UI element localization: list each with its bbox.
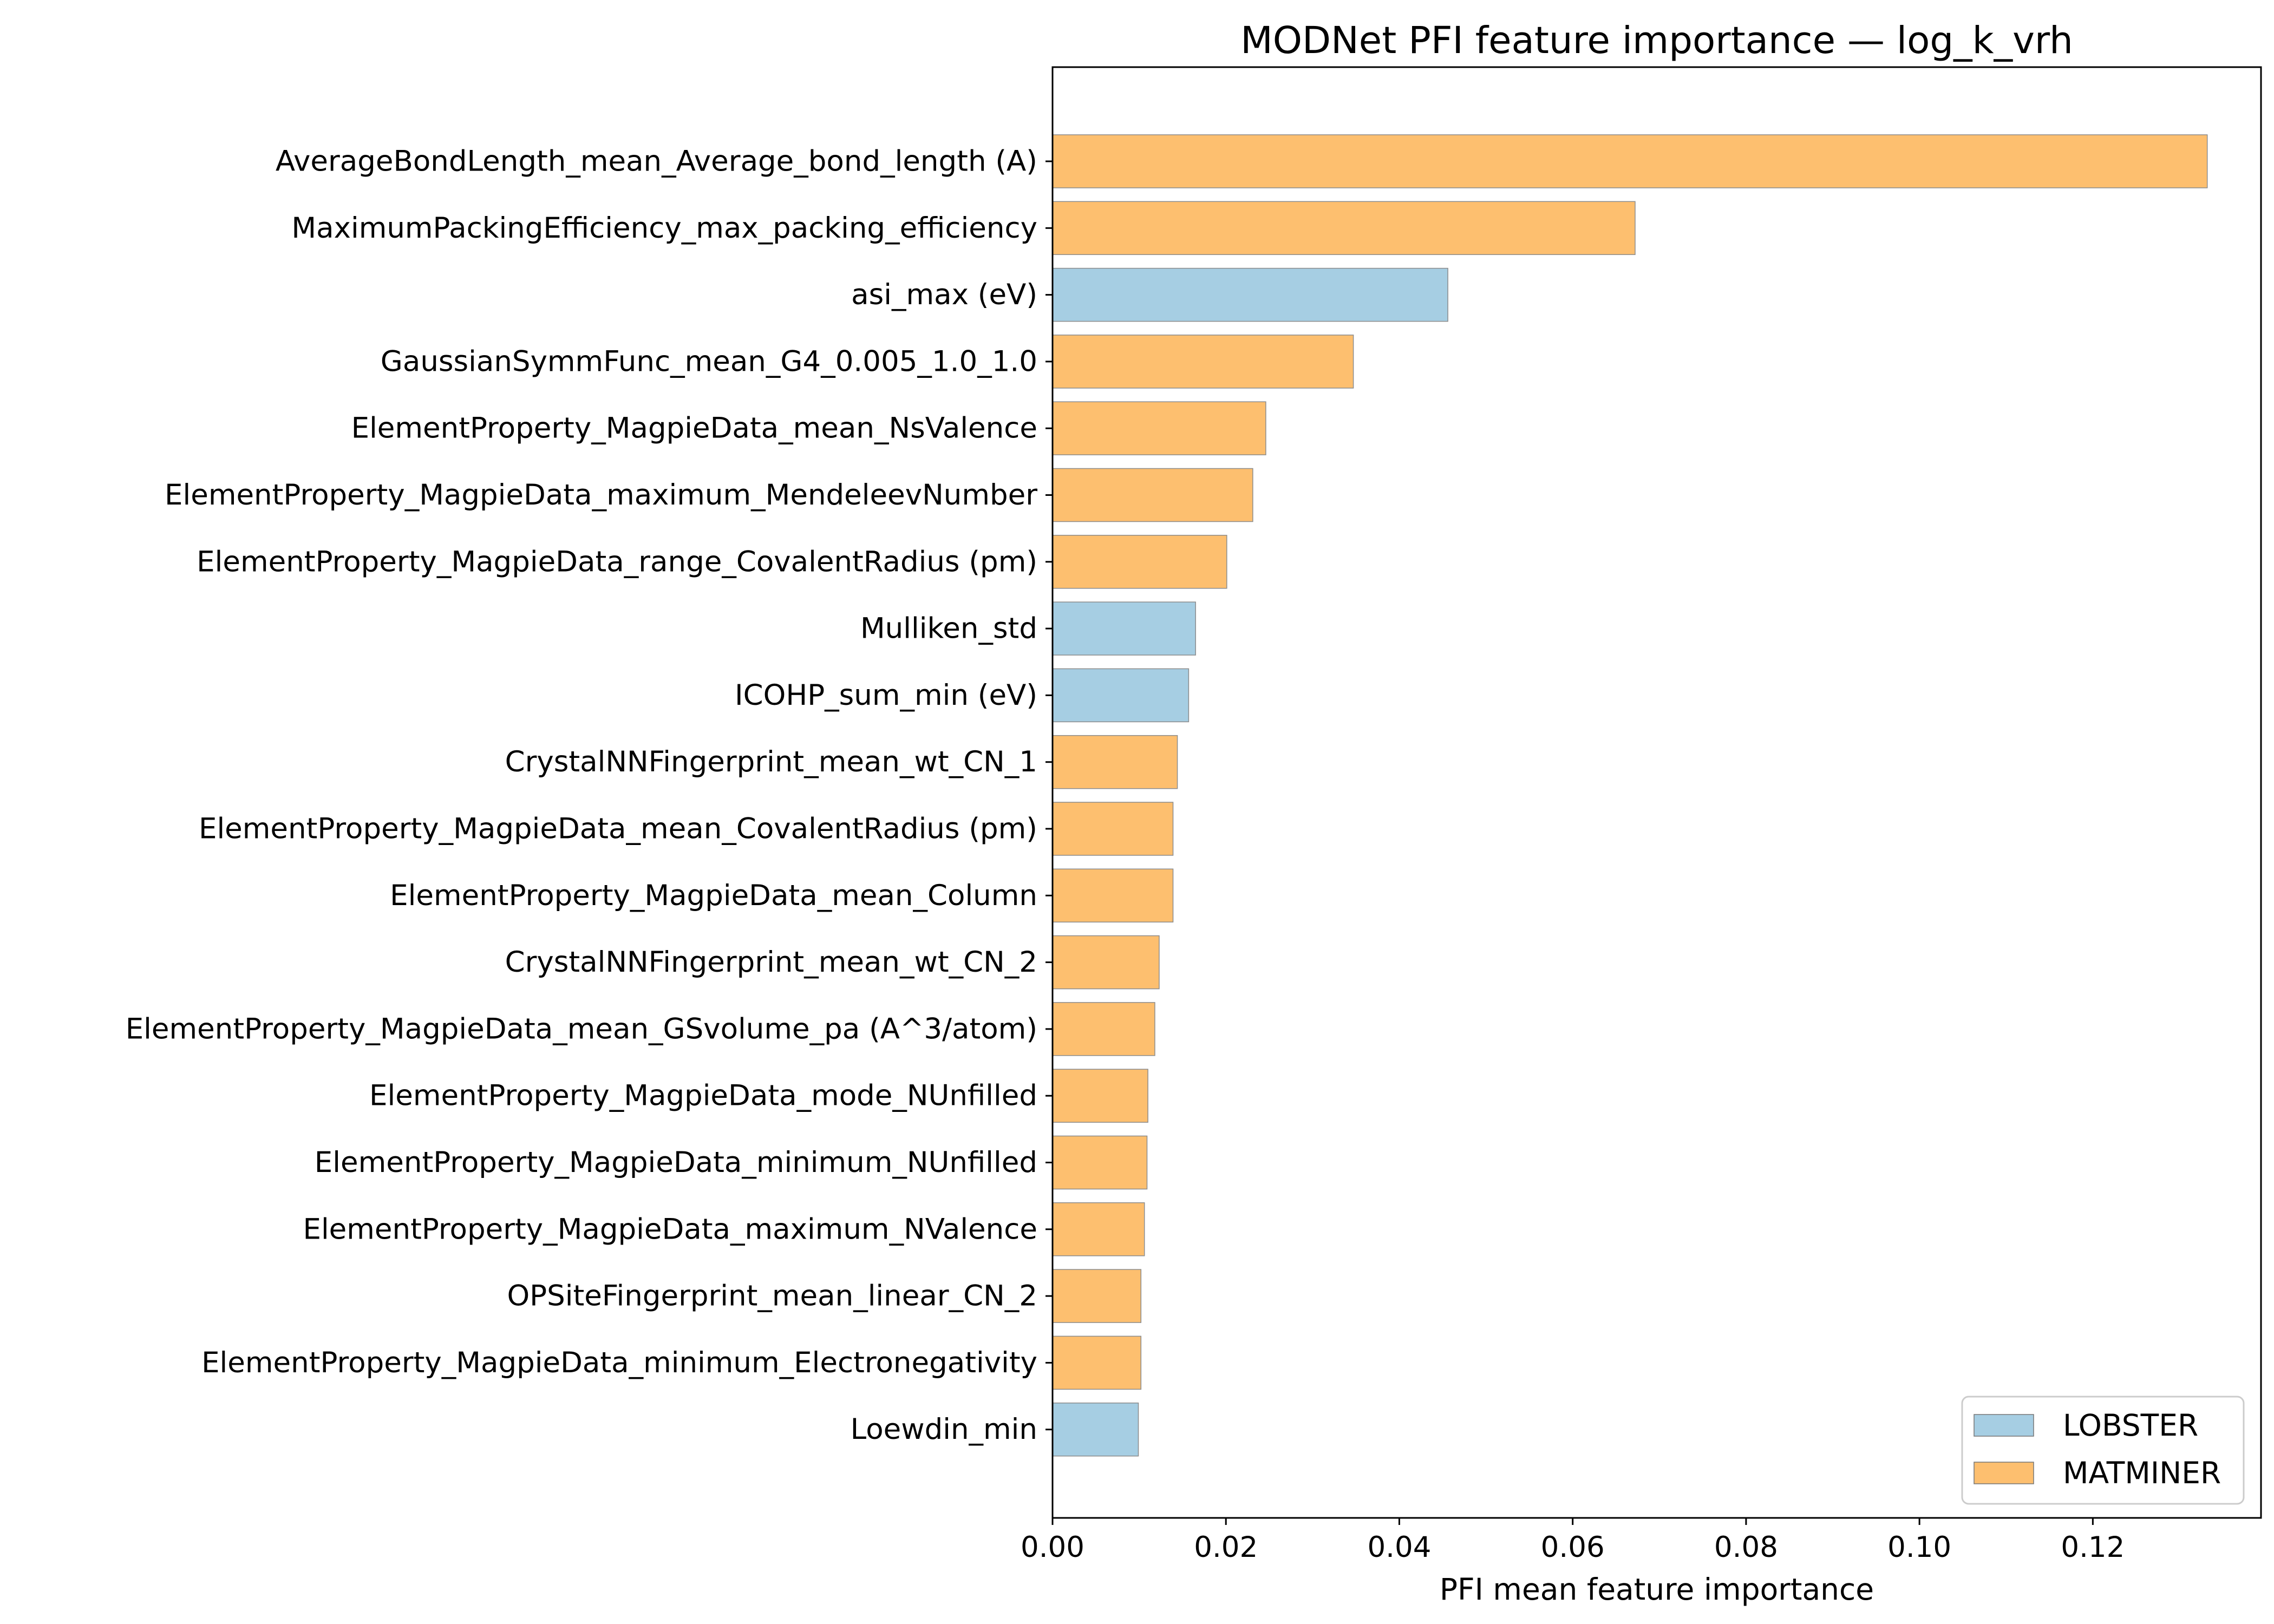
y-tick-label: AverageBondLength_mean_Average_bond_leng… — [276, 145, 1037, 178]
bar-crystalnnfingerprint-mean-wt-cn-2 — [1052, 935, 1160, 990]
bar-crystalnnfingerprint-mean-wt-cn-1 — [1052, 735, 1178, 789]
y-tick-labels: AverageBondLength_mean_Average_bond_leng… — [126, 145, 1053, 1446]
x-tick-label: 0.02 — [1194, 1531, 1258, 1564]
bar-elementproperty-magpiedata-maximum-nvalence — [1052, 1202, 1145, 1256]
y-tick-label: ElementProperty_MagpieData_mode_NUnfille… — [369, 1079, 1037, 1112]
legend-label-lobster: LOBSTER — [2063, 1408, 2198, 1443]
y-tick-label: ElementProperty_MagpieData_minimum_NUnfi… — [315, 1146, 1037, 1179]
x-tick-label: 0.10 — [1887, 1531, 1951, 1564]
x-axis-label: PFI mean feature importance — [1440, 1572, 1874, 1607]
legend-swatch-lobster — [1974, 1414, 2034, 1437]
bar-opsitefingerprint-mean-linear-cn-2 — [1052, 1269, 1142, 1323]
y-tick-label: MaximumPackingEfficiency_max_packing_eff… — [291, 212, 1037, 245]
x-tick-label: 0.04 — [1367, 1531, 1431, 1564]
y-tick-label: asi_max (eV) — [851, 278, 1037, 311]
y-tick-label: ElementProperty_MagpieData_mean_Covalent… — [199, 813, 1037, 846]
y-tick-label: ElementProperty_MagpieData_minimum_Elect… — [201, 1346, 1037, 1379]
bar-gaussiansymmfunc-mean-g4-0-005-1-0-1-0 — [1052, 335, 1354, 389]
x-axis-ticks: 0.00 0.02 0.04 0.06 0.08 0.10 0.12 — [1021, 1518, 2125, 1564]
bar-elementproperty-magpiedata-mode-nunfilled — [1052, 1069, 1148, 1123]
plot-frame — [1051, 66, 2262, 1519]
chart-title: MODNet PFI feature importance — log_k_vr… — [1240, 19, 2073, 62]
y-tick-label: GaussianSymmFunc_mean_G4_0.005_1.0_1.0 — [381, 345, 1037, 378]
y-tick-label: OPSiteFingerprint_mean_linear_CN_2 — [507, 1280, 1037, 1313]
y-tick-label: CrystalNNFingerprint_mean_wt_CN_2 — [505, 946, 1037, 979]
y-tick-label: ElementProperty_MagpieData_maximum_NVale… — [303, 1213, 1037, 1246]
bar-elementproperty-magpiedata-minimum-electronegativity — [1052, 1335, 1142, 1390]
bar-icohp-sum-min-ev — [1052, 668, 1190, 723]
y-tick-label: ICOHP_sum_min (eV) — [735, 679, 1037, 712]
legend: LOBSTER MATMINER — [1961, 1396, 2245, 1505]
legend-label-matminer: MATMINER — [2063, 1456, 2221, 1490]
bar-elementproperty-magpiedata-mean-column — [1052, 868, 1174, 923]
y-tick-label: ElementProperty_MagpieData_maximum_Mende… — [165, 479, 1037, 512]
x-tick-label: 0.00 — [1021, 1531, 1084, 1564]
y-tick-label: Mulliken_std — [860, 612, 1037, 645]
y-tick-label: ElementProperty_MagpieData_range_Covalen… — [197, 545, 1037, 578]
x-tick-label: 0.06 — [1541, 1531, 1605, 1564]
bar-elementproperty-magpiedata-maximum-mendeleevnumber — [1052, 468, 1253, 522]
bar-elementproperty-magpiedata-mean-nsvalence — [1052, 401, 1266, 455]
bar-mulliken-std — [1052, 601, 1196, 656]
y-tick-label: ElementProperty_MagpieData_mean_NsValenc… — [351, 412, 1037, 445]
y-tick-label: CrystalNNFingerprint_mean_wt_CN_1 — [505, 745, 1037, 778]
bar-asi-max-ev — [1052, 267, 1448, 322]
bar-elementproperty-magpiedata-range-covalentradius-pm — [1052, 535, 1227, 589]
bar-elementproperty-magpiedata-mean-gsvolume-pa-a-3-atom — [1052, 1002, 1155, 1056]
legend-swatch-matminer — [1974, 1462, 2034, 1484]
x-tick-label: 0.08 — [1714, 1531, 1778, 1564]
bar-elementproperty-magpiedata-minimum-nunfilled — [1052, 1135, 1148, 1190]
y-tick-label: ElementProperty_MagpieData_mean_Column — [390, 879, 1037, 912]
y-tick-label: Loewdin_min — [851, 1413, 1037, 1446]
bar-loewdin-min — [1052, 1402, 1139, 1457]
bar-maximumpackingefficiency-max-packing-efficiency — [1052, 201, 1636, 256]
y-tick-label: ElementProperty_MagpieData_mean_GSvolume… — [126, 1012, 1037, 1045]
bar-elementproperty-magpiedata-mean-covalentradius-pm — [1052, 802, 1174, 856]
bar-averagebondlength-mean-average-bond-length-a — [1052, 134, 2208, 188]
bars-layer — [1052, 134, 2208, 1457]
x-tick-label: 0.12 — [2061, 1531, 2125, 1564]
